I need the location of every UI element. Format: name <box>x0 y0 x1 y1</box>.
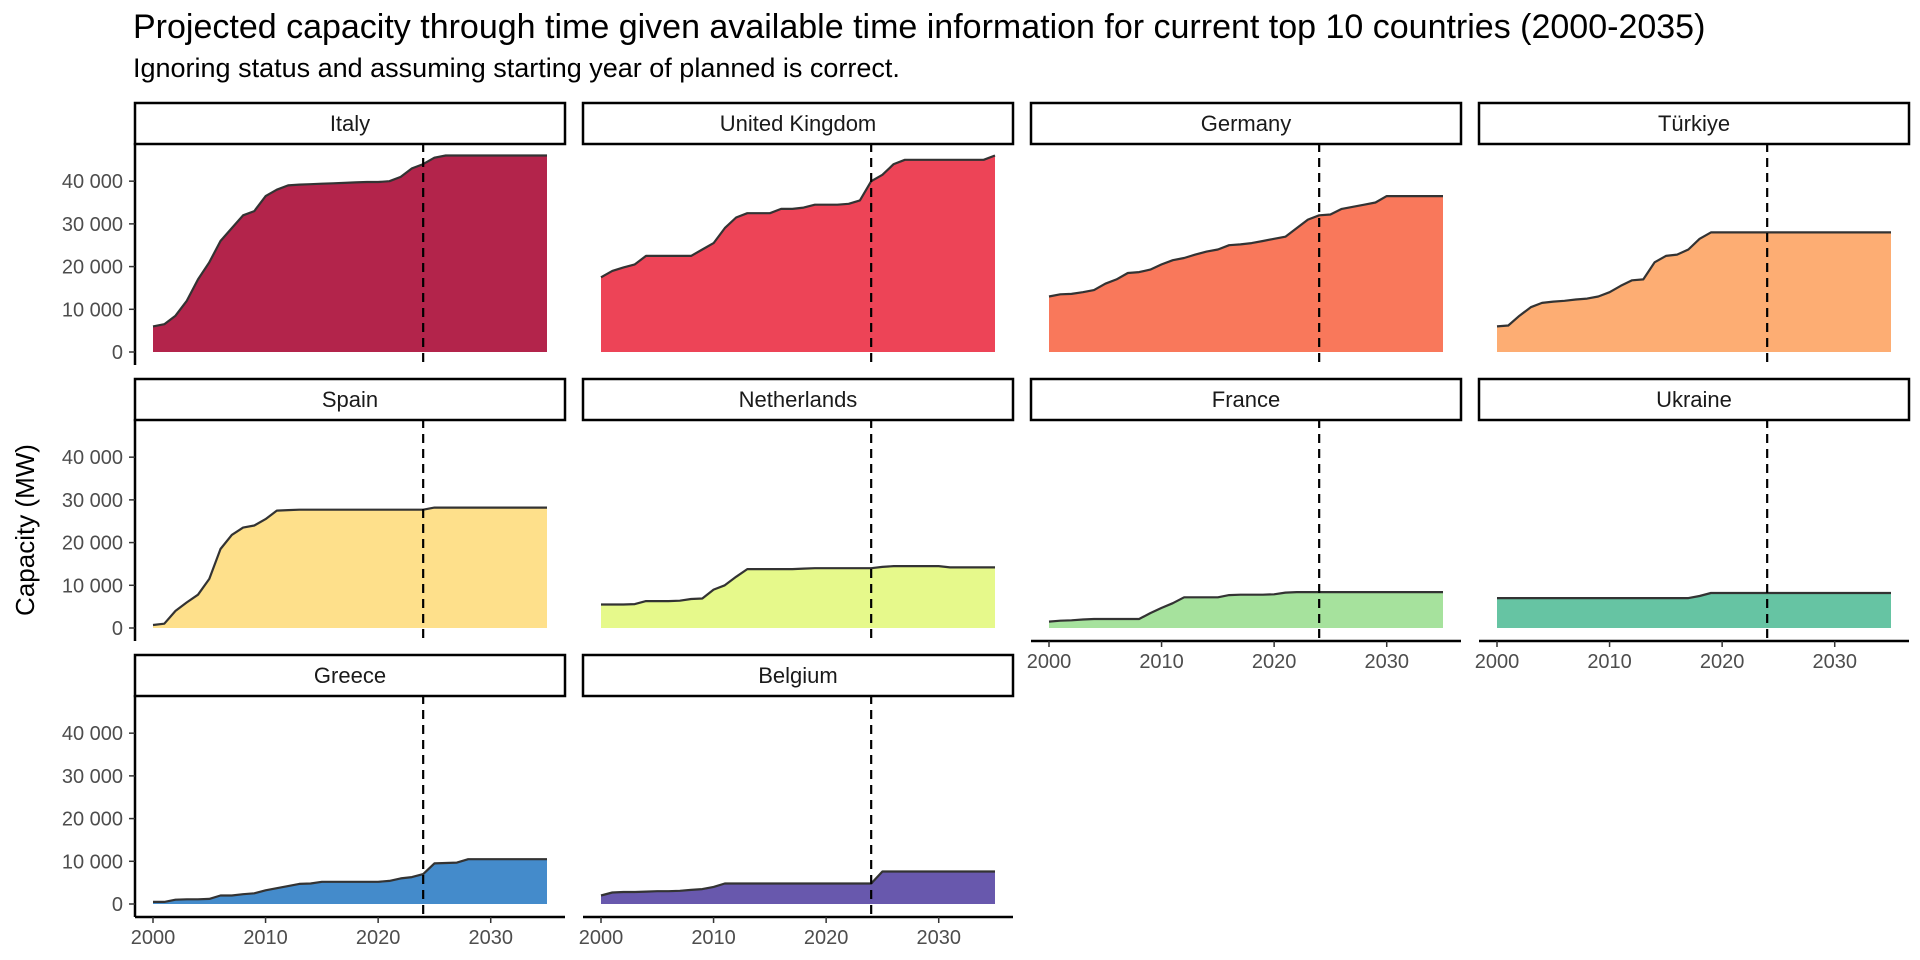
strip-label-united-kingdom: United Kingdom <box>720 111 877 136</box>
line-netherlands <box>601 565 995 606</box>
area-t-rkiye <box>1497 232 1891 352</box>
strip-ukraine <box>1477 377 1911 422</box>
y-tick-label: 30 000 <box>62 490 123 512</box>
y-tick-label: 20 000 <box>62 809 123 831</box>
chart-subtitle: Ignoring status and assuming starting ye… <box>133 53 900 83</box>
x-tick-label: 2000 <box>1027 651 1072 673</box>
strip-label-netherlands: Netherlands <box>739 387 858 412</box>
line-belgium <box>600 870 995 897</box>
line-t-rkiye <box>1496 231 1891 328</box>
line-ukraine <box>1497 591 1891 600</box>
chart-title: Projected capacity through time given av… <box>133 8 1706 46</box>
area-netherlands <box>601 566 995 628</box>
y-tick-label: 10 000 <box>62 851 123 873</box>
area-belgium <box>601 871 995 904</box>
line-france <box>1048 591 1443 623</box>
y-tick-label: 20 000 <box>62 257 123 279</box>
x-tick-label: 2020 <box>356 927 401 949</box>
area-spain <box>153 507 547 628</box>
x-tick-label: 2030 <box>1364 651 1409 673</box>
y-tick-label: 20 000 <box>62 533 123 555</box>
strip-label-italy: Italy <box>330 111 370 136</box>
strip-greece <box>133 653 567 698</box>
area-ukraine <box>1497 593 1891 628</box>
panel-t-rkiye: Türkiye <box>1477 101 1911 365</box>
y-tick-label: 10 000 <box>62 299 123 321</box>
y-tick-label: 30 000 <box>62 214 123 236</box>
strip-spain <box>133 377 567 422</box>
panel-italy: Italy 0 10 000 20 000 30 000 40 000 <box>62 101 567 365</box>
strip-italy <box>133 101 567 146</box>
y-tick-label: 0 <box>112 894 123 916</box>
x-tick-label: 2020 <box>804 927 849 949</box>
area-united-kingdom <box>601 155 995 352</box>
panel-ukraine: Ukraine 2000 2010 2020 2030 <box>1475 377 1911 673</box>
line-spain <box>152 506 547 627</box>
x-tick-label: 2030 <box>1812 651 1857 673</box>
panel-united-kingdom: United Kingdom <box>581 101 1015 365</box>
x-tick-label: 2000 <box>1475 651 1520 673</box>
panel-belgium: Belgium 2000 2010 2020 2030 <box>579 653 1015 949</box>
y-tick-label: 30 000 <box>62 766 123 788</box>
strip-label-greece: Greece <box>314 663 386 688</box>
panel-germany: Germany <box>1029 101 1463 365</box>
x-tick-label: 2020 <box>1700 651 1745 673</box>
area-italy <box>153 155 547 352</box>
strip-label-ukraine: Ukraine <box>1656 387 1732 412</box>
area-greece <box>153 859 547 904</box>
x-tick-label: 2030 <box>468 927 513 949</box>
x-tick-label: 2000 <box>579 927 624 949</box>
y-tick-label: 40 000 <box>62 723 123 745</box>
y-tick-label: 10 000 <box>62 575 123 597</box>
y-tick-label: 40 000 <box>62 171 123 193</box>
x-tick-label: 2010 <box>1587 651 1632 673</box>
strip-label-t-rkiye: Türkiye <box>1658 111 1730 136</box>
strip-label-france: France <box>1212 387 1280 412</box>
y-tick-label: 0 <box>112 618 123 640</box>
y-tick-label: 40 000 <box>62 447 123 469</box>
strip-label-belgium: Belgium <box>758 663 837 688</box>
line-germany <box>1048 195 1443 298</box>
line-united-kingdom <box>600 154 996 279</box>
strip-united-kingdom <box>581 101 1015 146</box>
x-tick-label: 2010 <box>1139 651 1184 673</box>
y-axis-label: Capacity (MW) <box>10 444 40 616</box>
area-germany <box>1049 196 1443 352</box>
strip-label-spain: Spain <box>322 387 378 412</box>
x-tick-label: 2010 <box>691 927 736 949</box>
x-tick-label: 2020 <box>1252 651 1297 673</box>
x-tick-label: 2030 <box>916 927 961 949</box>
panel-netherlands: Netherlands <box>581 377 1015 641</box>
panel-spain: Spain 0 10 000 20 000 30 000 40 000 <box>62 377 567 641</box>
strip-germany <box>1029 101 1463 146</box>
line-greece <box>153 858 547 903</box>
strip-france <box>1029 377 1463 422</box>
area-france <box>1049 592 1443 628</box>
strip-t-rkiye <box>1477 101 1911 146</box>
strip-belgium <box>581 653 1015 698</box>
strip-netherlands <box>581 377 1015 422</box>
panel-france: France 2000 2010 2020 2030 <box>1027 377 1463 673</box>
x-tick-label: 2000 <box>131 927 176 949</box>
strip-label-germany: Germany <box>1201 111 1291 136</box>
panel-greece: Greece 0 10 000 20 000 30 000 40 000 2000 2010 2… <box>62 653 567 949</box>
x-tick-label: 2010 <box>243 927 288 949</box>
line-italy <box>152 154 547 328</box>
y-tick-label: 0 <box>112 342 123 364</box>
